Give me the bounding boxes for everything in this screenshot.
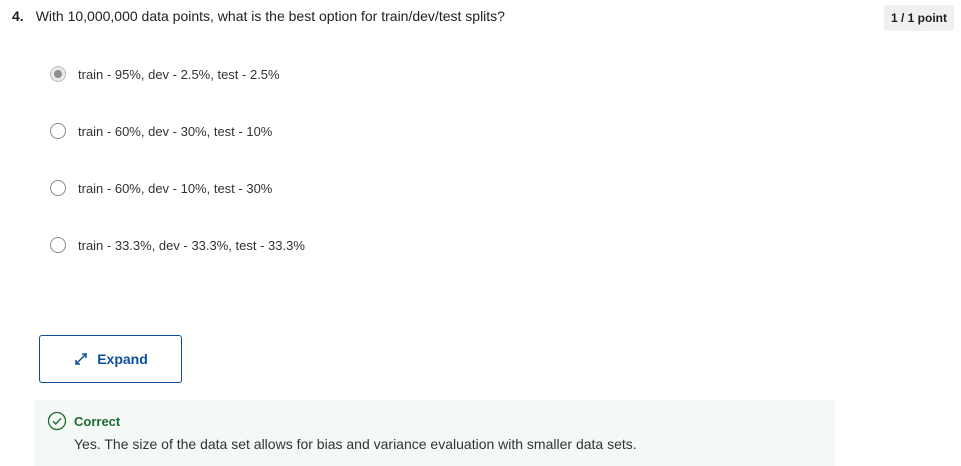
option-label: train - 33.3%, dev - 33.3%, test - 33.3% (78, 237, 305, 253)
option-label: train - 60%, dev - 10%, test - 30% (78, 180, 273, 196)
radio-button[interactable] (50, 237, 66, 253)
option-3[interactable]: train - 60%, dev - 10%, test - 30% (50, 180, 272, 196)
option-label: train - 95%, dev - 2.5%, test - 2.5% (78, 66, 280, 82)
option-label: train - 60%, dev - 30%, test - 10% (78, 123, 273, 139)
option-4[interactable]: train - 33.3%, dev - 33.3%, test - 33.3% (50, 237, 305, 253)
radio-button[interactable] (50, 123, 66, 139)
feedback-status: Correct (74, 414, 121, 429)
question-header: 4. With 10,000,000 data points, what is t… (12, 8, 505, 24)
feedback-panel: Correct Yes. The size of the data set al… (35, 400, 835, 466)
expand-button[interactable]: Expand (39, 335, 182, 383)
radio-button[interactable] (50, 180, 66, 196)
option-1[interactable]: train - 95%, dev - 2.5%, test - 2.5% (50, 66, 280, 82)
expand-label: Expand (97, 351, 148, 367)
radio-button-selected[interactable] (50, 66, 66, 82)
feedback-message: Yes. The size of the data set allows for… (74, 436, 637, 452)
score-badge: 1 / 1 point (884, 5, 954, 31)
check-circle-icon (47, 411, 67, 431)
question-number: 4. (12, 8, 24, 24)
option-2[interactable]: train - 60%, dev - 30%, test - 10% (50, 123, 272, 139)
expand-arrows-icon (75, 353, 87, 365)
question-text: With 10,000,000 data points, what is the… (35, 8, 505, 24)
